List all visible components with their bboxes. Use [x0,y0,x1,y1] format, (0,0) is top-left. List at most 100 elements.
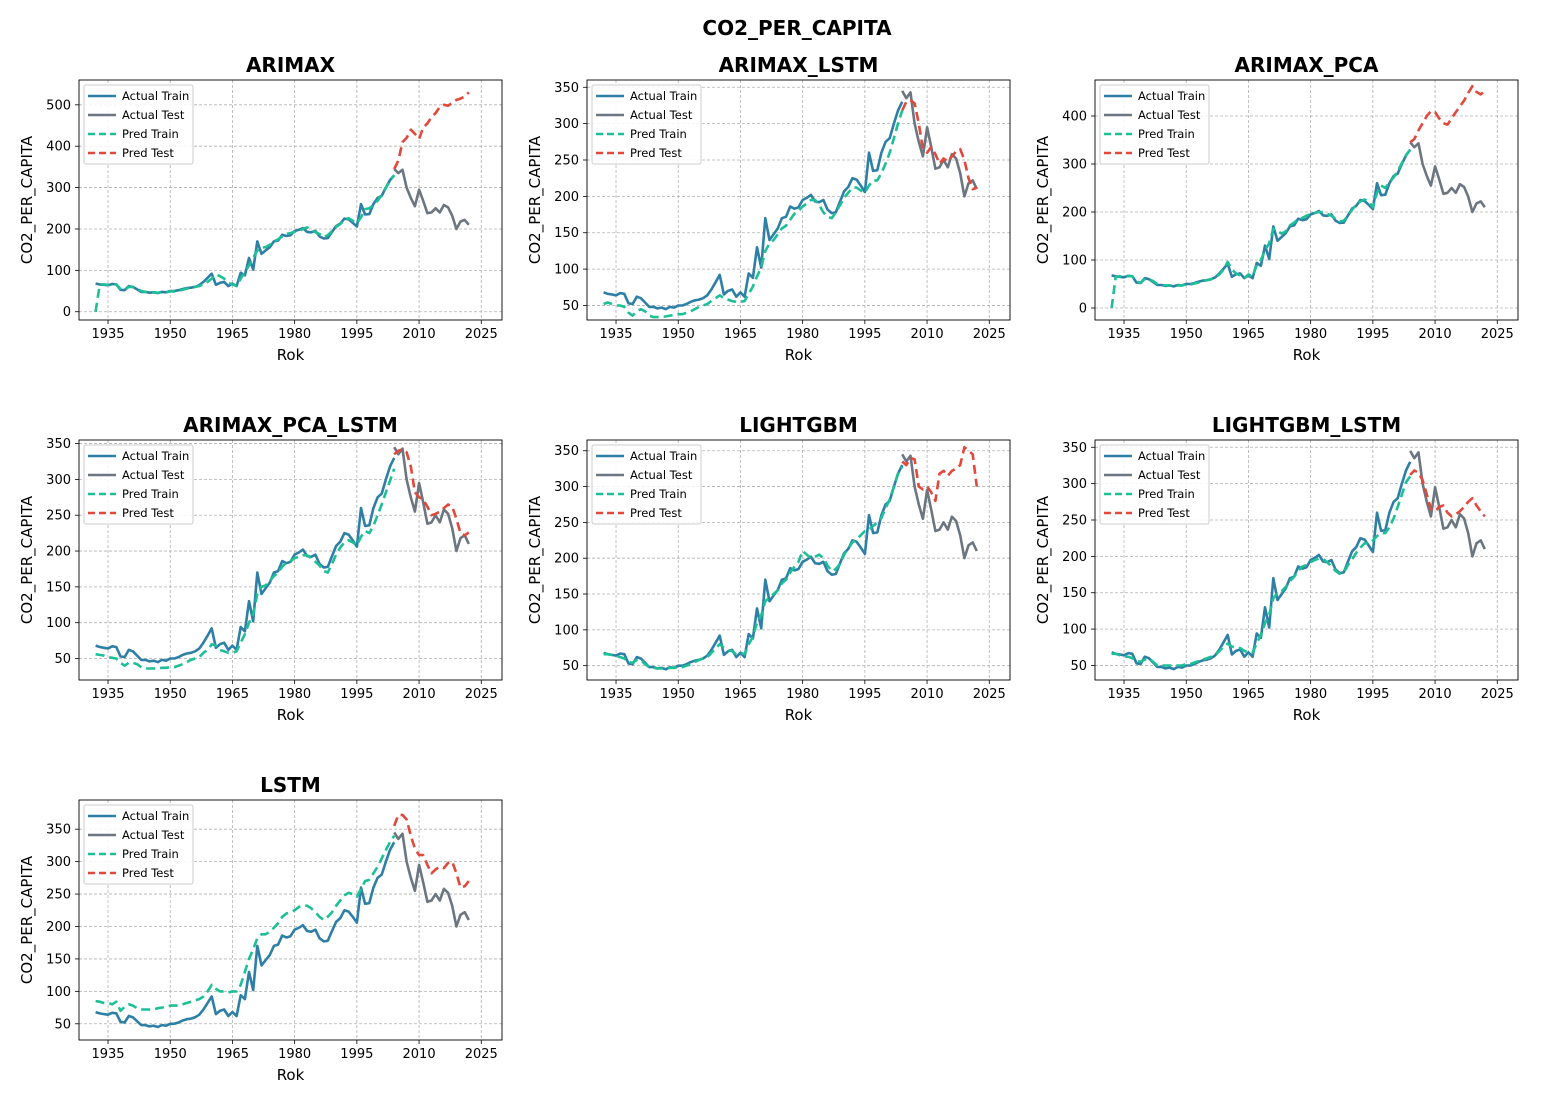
series-line-actual-train [95,841,396,1029]
legend-label: Actual Train [630,449,697,463]
series-line-pred-test [393,447,470,537]
series-line-pred-test [901,445,979,503]
y-tick-label: 50 [1070,659,1087,674]
subplot-title: LIGHTGBM [739,413,858,437]
legend-label: Pred Train [122,487,179,501]
x-tick-label: 2025 [973,687,1006,702]
x-tick-label: 1950 [154,327,187,342]
x-axis-label: Rok [785,346,813,364]
subplot-title: LSTM [260,773,321,797]
x-axis-label: Rok [1293,346,1321,364]
series-line-actual-test [393,446,470,553]
plot-frame [78,799,503,1041]
x-tick-label: 1995 [1356,687,1389,702]
y-tick-label: 100 [46,616,71,631]
y-axis-label: CO2_PER_CAPITA [526,135,545,264]
y-tick-label: 250 [46,509,71,524]
x-tick-label: 1950 [662,327,695,342]
x-tick-label: 1980 [786,687,819,702]
subplot-title: ARIMAX_PCA_LSTM [183,413,398,437]
subplot-lstm: 1935 1950 1965 1980 1995 2010 2025 50 100 150 200 2… [18,773,503,1084]
legend-label: Actual Test [630,108,693,122]
x-tick-label: 2025 [465,327,498,342]
x-tick-label: 2025 [465,687,498,702]
legend-label: Pred Test [630,146,682,160]
series-line-pred-test [392,813,470,889]
legend-box [83,84,194,165]
x-tick-label: 1965 [216,1047,249,1062]
x-tick-label: 1950 [154,687,187,702]
y-tick-label: 300 [1062,477,1087,492]
series-line-pred-test [393,91,470,170]
y-axis-label: CO2_PER_CAPITA [526,495,545,624]
x-tick-label: 2025 [973,327,1006,342]
x-tick-label: 1935 [1107,687,1140,702]
y-tick-label: 100 [554,263,579,278]
y-tick-label: 400 [1062,110,1087,125]
legend-label: Actual Test [1138,468,1201,482]
x-tick-label: 2010 [1419,687,1452,702]
legend-box [83,804,194,885]
x-axis-label: Rok [277,346,305,364]
y-tick-label: 300 [554,117,579,132]
legend-label: Actual Test [1138,108,1201,122]
x-axis-label: Rok [277,706,305,724]
plot-frame [586,79,1011,321]
x-tick-label: 1980 [786,327,819,342]
y-tick-label: 250 [1062,514,1087,529]
y-tick-label: 150 [554,226,579,241]
y-tick-label: 300 [46,855,71,870]
x-tick-label: 1995 [1356,327,1389,342]
y-tick-label: 300 [554,480,579,495]
series-line-pred-train [603,110,904,319]
legend-label: Actual Train [122,449,189,463]
x-tick-label: 1965 [1232,687,1265,702]
x-tick-label: 1995 [848,687,881,702]
x-tick-label: 1935 [91,1047,124,1062]
series-line-pred-train [603,465,904,670]
legend-label: Pred Test [122,866,174,880]
series-line-actual-train [95,457,396,664]
legend-label: Pred Train [122,127,179,141]
x-tick-label: 1995 [848,327,881,342]
subplot-arimax-pca: 1935 1950 1965 1980 1995 2010 2025 0 100 200 300 40… [1034,53,1519,364]
series-line-actual-train [1111,148,1412,288]
y-tick-label: 350 [46,823,71,838]
y-tick-label: 200 [554,552,579,567]
y-tick-label: 200 [46,222,71,237]
legend-label: Actual Test [630,468,693,482]
y-tick-label: 350 [46,437,71,452]
subplot-title: ARIMAX [246,53,336,77]
plot-frame [78,439,503,681]
y-tick-label: 300 [46,473,71,488]
legend-label: Pred Train [122,847,179,861]
y-tick-label: 100 [554,623,579,638]
y-tick-label: 350 [554,81,579,96]
subplot-lightgbm: 1935 1950 1965 1980 1995 2010 2025 50 100 150 200 2… [526,413,1011,724]
series-line-pred-test [1409,469,1486,518]
x-tick-label: 1980 [278,327,311,342]
subplot-arimax-lstm: 1935 1950 1965 1980 1995 2010 2025 50 100 150 200 2… [526,53,1011,364]
x-tick-label: 1950 [1170,687,1203,702]
x-tick-label: 1935 [1107,327,1140,342]
x-tick-label: 1935 [91,687,124,702]
series-line-actual-test [1409,450,1486,558]
x-tick-label: 2010 [911,687,944,702]
subplot-arimax-pca-lstm: 1935 1950 1965 1980 1995 2010 2025 50 100 150 200 2… [18,413,503,724]
legend-label: Actual Test [122,108,185,122]
y-tick-label: 150 [1062,586,1087,601]
x-tick-label: 1995 [340,687,373,702]
x-tick-label: 1935 [599,327,632,342]
x-tick-label: 2025 [1481,327,1514,342]
legend-label: Pred Train [1138,127,1195,141]
figure-title: CO2_PER_CAPITA [702,16,892,40]
x-tick-label: 1980 [278,1047,311,1062]
x-tick-label: 2010 [911,327,944,342]
y-tick-label: 250 [46,888,71,903]
legend-label: Pred Test [1138,506,1190,520]
y-tick-label: 100 [1062,254,1087,269]
y-tick-label: 150 [46,580,71,595]
x-tick-label: 1980 [278,687,311,702]
series-line-pred-train [1111,475,1412,667]
